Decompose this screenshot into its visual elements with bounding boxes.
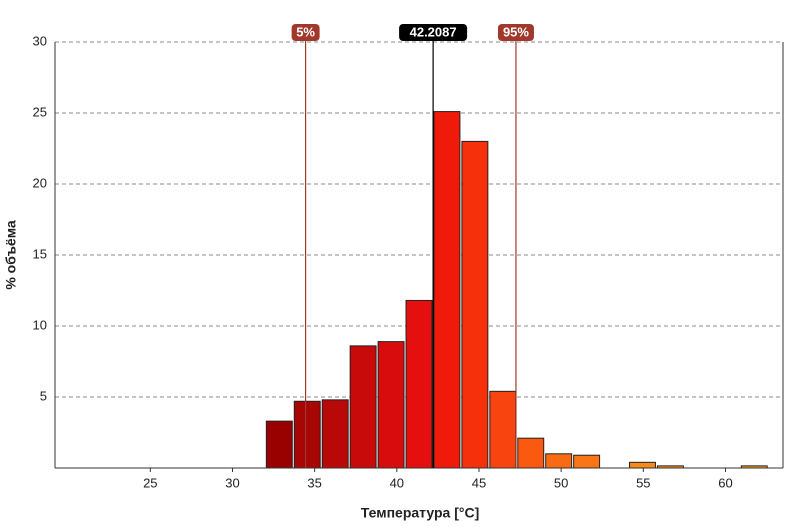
x-tick-label: 60 — [718, 475, 732, 490]
x-tick-label: 30 — [225, 475, 239, 490]
bar — [405, 299, 433, 469]
marker-box — [497, 24, 534, 41]
x-tick-label: 55 — [636, 475, 650, 490]
marker-box — [291, 24, 320, 41]
y-tick-label: 30 — [33, 33, 47, 48]
y-axis-label: % объёма — [3, 220, 19, 290]
bar — [321, 399, 349, 469]
bar — [265, 420, 293, 469]
x-axis-label: Температура [°C] — [361, 505, 479, 521]
y-tick-label: 25 — [33, 104, 47, 119]
y-tick-label: 20 — [33, 175, 47, 190]
x-tick-label: 25 — [143, 475, 157, 490]
bar — [349, 345, 377, 469]
marker-label: 5% — [296, 24, 315, 39]
bar — [433, 111, 461, 469]
x-tick-label: 45 — [472, 475, 486, 490]
y-tick-label: 10 — [33, 317, 47, 332]
x-tick-label: 50 — [554, 475, 568, 490]
marker-label: 95% — [503, 24, 529, 39]
bar — [489, 390, 517, 469]
bar — [377, 341, 405, 469]
bar — [573, 454, 601, 469]
bar — [461, 140, 489, 469]
y-tick-label: 5 — [40, 388, 47, 403]
marker-box — [399, 24, 468, 41]
bar — [293, 400, 321, 469]
bar — [517, 437, 545, 469]
y-tick-label: 15 — [33, 246, 47, 261]
marker-label: 42.2087 — [410, 24, 457, 39]
x-tick-label: 40 — [390, 475, 404, 490]
x-tick-label: 35 — [307, 475, 321, 490]
bar — [545, 453, 573, 469]
bar — [629, 461, 656, 469]
